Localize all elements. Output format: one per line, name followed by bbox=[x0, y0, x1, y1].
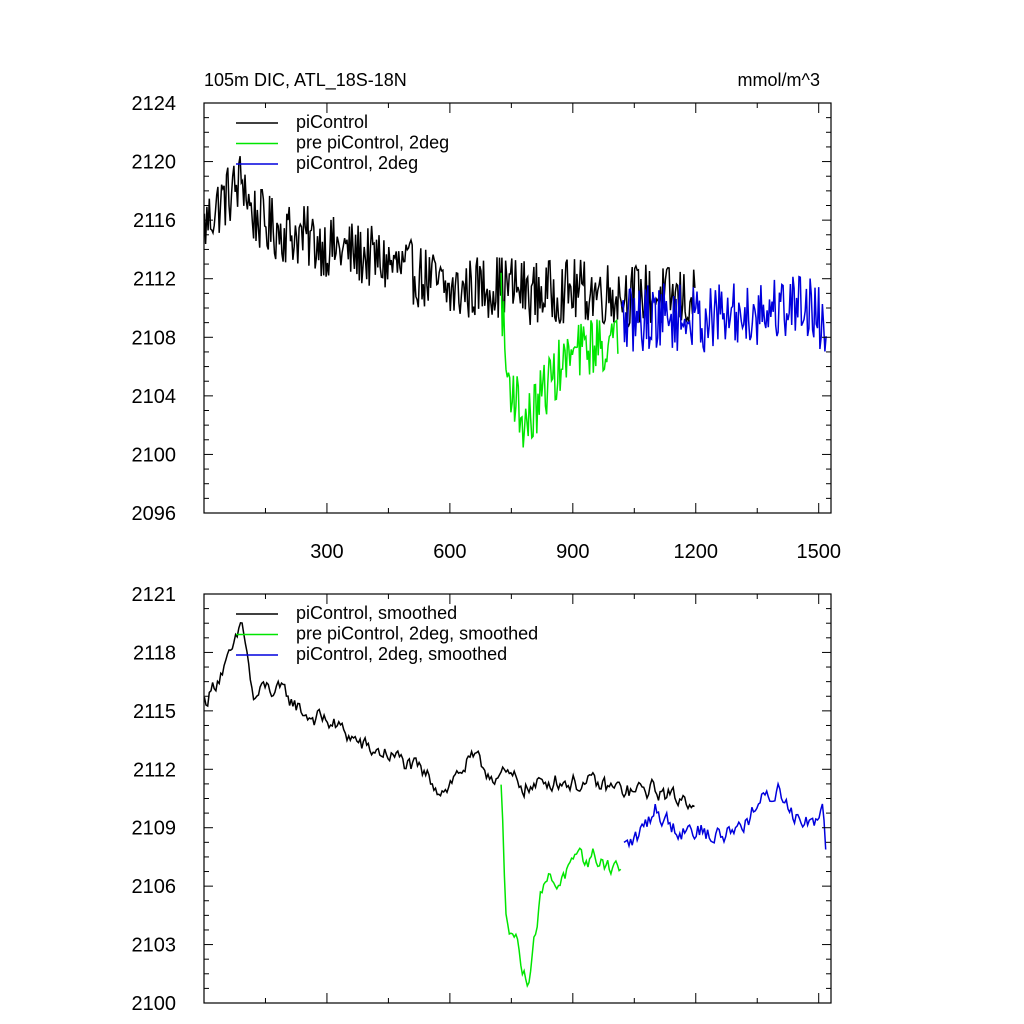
y-tick-label: 2112 bbox=[133, 269, 176, 291]
bottom-panel: 2100 2103 2106 2109 2112 2115 2118 2121 piContro… bbox=[132, 584, 832, 1015]
x-tick-label: 900 bbox=[556, 541, 589, 563]
legend-label: pre piControl, 2deg, smoothed bbox=[296, 624, 538, 644]
x-tick-label: 1500 bbox=[796, 541, 841, 563]
y-tick-label: 2116 bbox=[133, 210, 176, 232]
y-tick-label: 2096 bbox=[132, 503, 177, 525]
legend-label: piControl, 2deg bbox=[296, 153, 418, 173]
y-tick-label: 2115 bbox=[133, 701, 176, 723]
y-tick-label: 2109 bbox=[132, 818, 177, 840]
top-panel: 2096 2100 2104 2108 2112 2116 2120 2124 300 600 90… bbox=[132, 93, 841, 563]
y-tick-label: 2121 bbox=[132, 584, 177, 606]
y-tick-label: 2103 bbox=[132, 935, 177, 957]
y-tick-label: 2100 bbox=[132, 444, 177, 466]
y-tick-label: 2100 bbox=[132, 993, 177, 1015]
y-tick-label: 2120 bbox=[132, 152, 177, 174]
legend-label: piControl, smoothed bbox=[296, 603, 457, 623]
series-line-2 bbox=[623, 781, 827, 850]
y-tick-label: 2106 bbox=[132, 876, 177, 898]
series-line-0 bbox=[203, 155, 696, 328]
series-line-0 bbox=[203, 621, 695, 811]
series-line-1 bbox=[500, 784, 622, 988]
y-tick-label: 2104 bbox=[132, 386, 177, 408]
y-tick-label: 2124 bbox=[132, 93, 177, 115]
legend-label: piControl, 2deg, smoothed bbox=[296, 644, 507, 664]
chart-title: 105m DIC, ATL_18S-18N bbox=[204, 70, 407, 91]
y-tick-label: 2108 bbox=[132, 327, 177, 349]
legend-label: piControl bbox=[296, 112, 368, 132]
x-tick-label: 1200 bbox=[674, 541, 719, 563]
y-tick-label: 2118 bbox=[133, 642, 176, 664]
series-line-1 bbox=[500, 272, 619, 448]
x-tick-label: 600 bbox=[433, 541, 466, 563]
y-tick-label: 2112 bbox=[133, 759, 176, 781]
series-line-2 bbox=[621, 275, 827, 353]
x-tick-label: 300 bbox=[310, 541, 343, 563]
legend-label: pre piControl, 2deg bbox=[296, 133, 449, 153]
chart-units: mmol/m^3 bbox=[738, 70, 820, 90]
